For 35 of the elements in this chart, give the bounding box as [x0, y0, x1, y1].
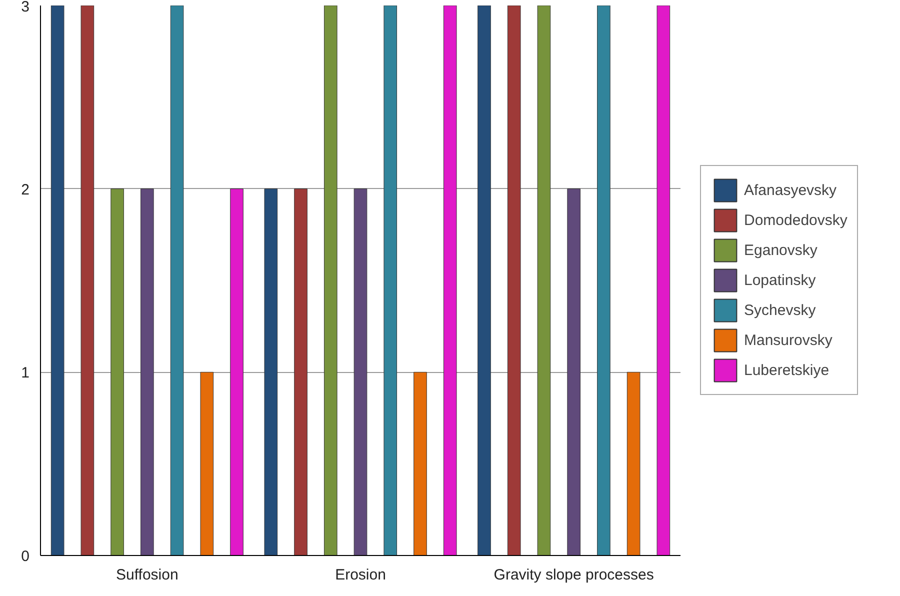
bar [597, 6, 610, 556]
bar [50, 6, 64, 556]
x-tick-label: Suffosion [116, 566, 178, 584]
legend-label: Afanasyevsky [744, 182, 837, 198]
bar [537, 6, 551, 556]
x-tick-label: Gravity slope processes [494, 566, 654, 584]
bar [354, 188, 368, 556]
y-tick-label: 0 [21, 548, 30, 565]
bar [656, 6, 670, 556]
bar [324, 6, 338, 556]
legend-label: Mansurovsky [744, 332, 832, 348]
bar [230, 188, 244, 556]
y-tick-label: 3 [21, 0, 30, 16]
legend-label: Lopatinsky [744, 272, 816, 288]
bar [478, 6, 491, 556]
bar [170, 6, 184, 556]
bar [443, 6, 457, 556]
legend-label: Luberetskiye [744, 362, 830, 378]
y-tick-label: 1 [21, 364, 30, 382]
bar [626, 372, 640, 556]
bar [414, 372, 427, 556]
legend-label: Eganovsky [744, 242, 818, 258]
bar [140, 188, 154, 556]
bar [507, 6, 521, 556]
bar [110, 188, 124, 556]
bar [384, 6, 398, 556]
bar [264, 188, 278, 556]
x-tick-label: Erosion [335, 566, 386, 584]
legend-label: Sychevsky [744, 302, 816, 318]
bar [567, 188, 580, 556]
legend-label: Domodedovsky [744, 212, 848, 228]
bar [294, 188, 308, 556]
bar [200, 372, 214, 556]
y-tick-label: 2 [21, 181, 30, 198]
bar [80, 6, 94, 556]
